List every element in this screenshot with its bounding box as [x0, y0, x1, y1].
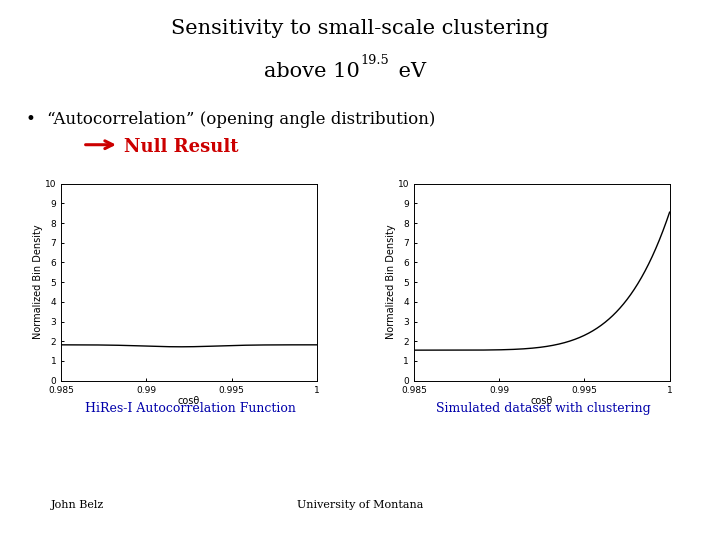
Text: above 10: above 10: [264, 62, 360, 81]
Text: “Autocorrelation” (opening angle distribution): “Autocorrelation” (opening angle distrib…: [47, 111, 435, 127]
Text: eV: eV: [392, 62, 426, 81]
Text: University of Montana: University of Montana: [297, 500, 423, 510]
Text: Simulated dataset with clustering: Simulated dataset with clustering: [436, 402, 651, 415]
Text: 19.5: 19.5: [360, 54, 389, 67]
Text: Null Result: Null Result: [124, 138, 238, 156]
Text: John Belz: John Belz: [50, 500, 104, 510]
Y-axis label: Normalized Bin Density: Normalized Bin Density: [33, 225, 43, 340]
X-axis label: cosθ: cosθ: [531, 396, 553, 406]
Text: Sensitivity to small-scale clustering: Sensitivity to small-scale clustering: [171, 19, 549, 38]
Y-axis label: Normalized Bin Density: Normalized Bin Density: [386, 225, 396, 340]
X-axis label: cosθ: cosθ: [178, 396, 200, 406]
Text: •: •: [25, 111, 35, 127]
Text: HiRes-I Autocorrelation Function: HiRes-I Autocorrelation Function: [86, 402, 296, 415]
